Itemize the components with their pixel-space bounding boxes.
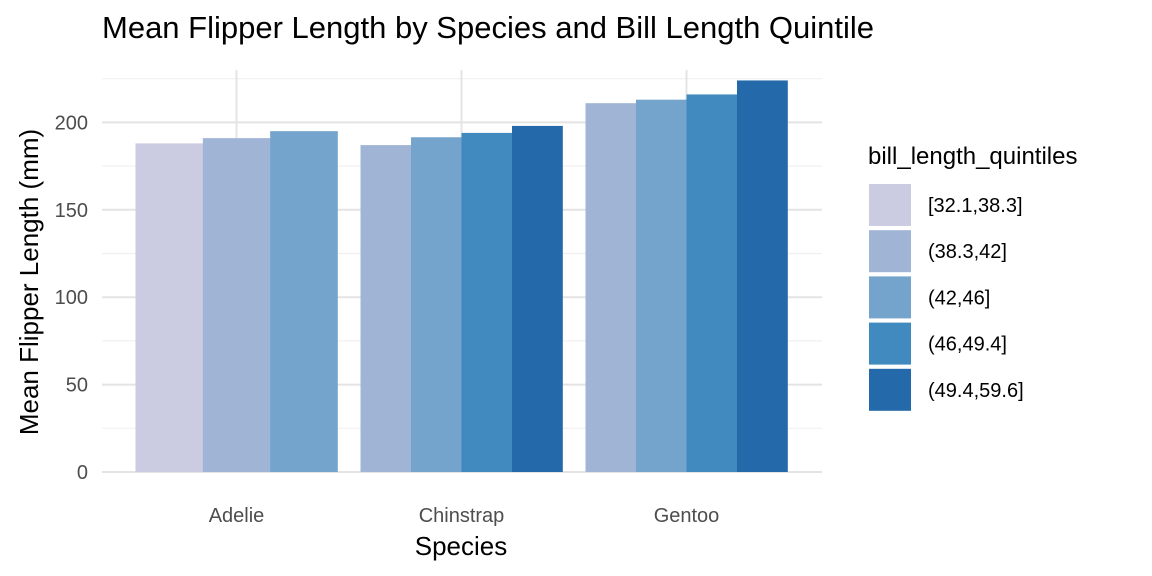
legend-key xyxy=(869,230,911,273)
legend-key xyxy=(869,368,911,411)
bar-gentoo-5 xyxy=(737,80,788,472)
legend-key xyxy=(869,322,911,365)
y-axis-ticks: 0 50 100 150 200 xyxy=(55,112,88,484)
bar-gentoo-3 xyxy=(636,99,687,473)
y-axis-title: Mean Flipper Length (mm) xyxy=(14,129,44,435)
x-axis-ticks: Adelie Chinstrap Gentoo xyxy=(209,505,720,527)
bar-chinstrap-4 xyxy=(461,132,513,472)
bar-adelie-2 xyxy=(202,138,271,472)
x-tick-label: Chinstrap xyxy=(419,505,505,527)
x-axis-title: Species xyxy=(415,531,508,561)
y-tick-label: 50 xyxy=(66,375,88,397)
legend-label: [32.1,38.3] xyxy=(928,195,1023,217)
legend: [32.1,38.3] (38.3,42] (42,46] (46,49.4] (49.… xyxy=(869,184,1024,411)
x-tick-label: Gentoo xyxy=(654,505,720,527)
bar-gentoo-4 xyxy=(686,94,738,473)
y-tick-label: 100 xyxy=(55,287,88,309)
y-tick-label: 150 xyxy=(55,200,88,222)
y-tick-label: 0 xyxy=(77,462,88,484)
bar-gentoo-2 xyxy=(585,103,637,473)
bar-chinstrap-3 xyxy=(411,137,462,472)
bar-chinstrap-5 xyxy=(512,125,563,473)
legend-label: (38.3,42] xyxy=(928,241,1007,263)
legend-title: bill_length_quintiles xyxy=(868,143,1077,170)
legend-label: (42,46] xyxy=(928,287,990,309)
bars xyxy=(135,80,788,473)
legend-key xyxy=(869,184,911,226)
chart-title: Mean Flipper Length by Species and Bill … xyxy=(102,10,874,45)
legend-label: (49.4,59.6] xyxy=(928,380,1024,402)
bar-adelie-1 xyxy=(135,143,204,472)
bar-chinstrap-2 xyxy=(360,145,412,472)
legend-key xyxy=(869,276,911,319)
bar-adelie-3 xyxy=(270,131,338,472)
legend-label: (46,49.4] xyxy=(928,334,1007,356)
y-tick-label: 200 xyxy=(55,112,88,134)
x-tick-label: Adelie xyxy=(209,505,265,527)
